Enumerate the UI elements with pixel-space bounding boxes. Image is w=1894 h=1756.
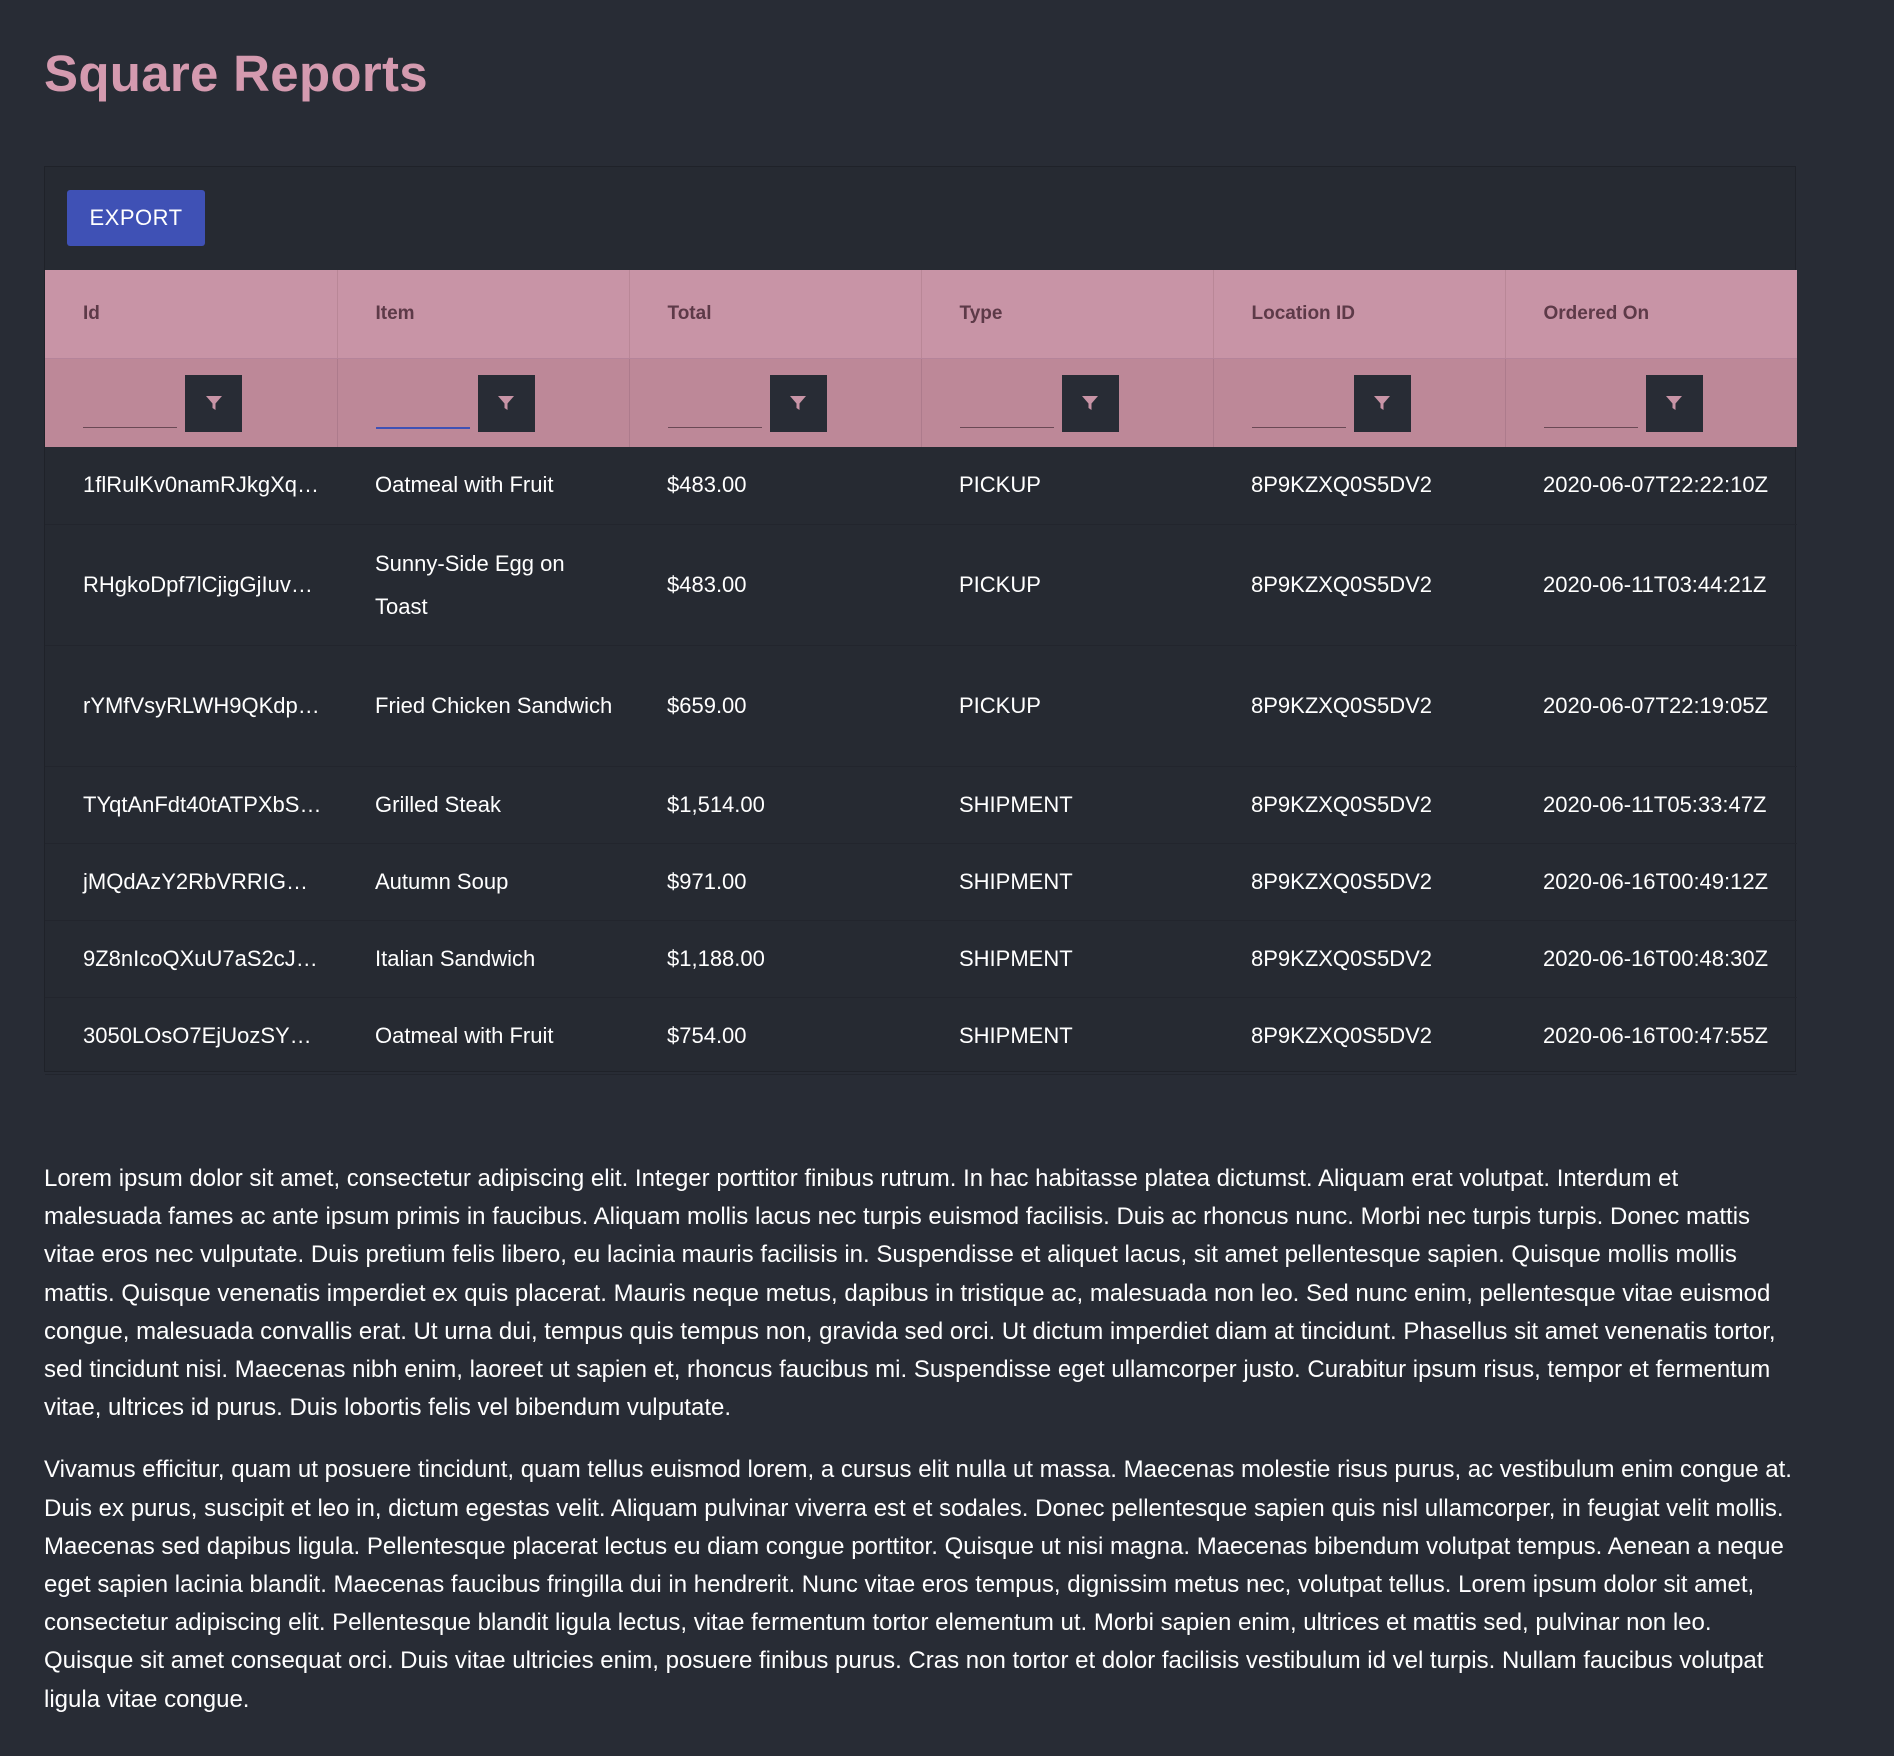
- cell-total: $483.00: [629, 447, 921, 525]
- filter-button-id[interactable]: [185, 374, 242, 432]
- cell-ordered-on: 2020-06-16T00:48:30Z: [1505, 920, 1797, 998]
- cell-item: Italian Sandwich: [337, 920, 629, 998]
- cell-id: rYMfVsyRLWH9QKdpDHb8ViRCRCdZY: [45, 645, 337, 767]
- filter-input-type[interactable]: [959, 378, 1054, 428]
- cell-type: PICKUP: [921, 524, 1213, 646]
- filter-cell-id: [45, 358, 338, 447]
- cell-location-id: 8P9KZXQ0S5DV2: [1213, 843, 1505, 921]
- cell-item: Fried Chicken Sandwich: [337, 645, 629, 767]
- cell-id: 1flRulKv0namRJkgXq8TqjrFEtLZY: [45, 447, 337, 525]
- column-header-item[interactable]: Item: [337, 270, 630, 359]
- filter-button-total[interactable]: [769, 374, 827, 432]
- cell-total: $659.00: [629, 645, 921, 767]
- cell-ordered-on: 2020-06-16T00:47:55Z: [1505, 997, 1797, 1075]
- cell-location-id: 8P9KZXQ0S5DV2: [1213, 447, 1505, 525]
- filter-input-id[interactable]: [83, 378, 177, 428]
- cell-type: SHIPMENT: [921, 997, 1213, 1075]
- filter-icon: [205, 396, 222, 410]
- cell-id: TYqtAnFdt40tATPXbS3yJn9IjFUZY: [45, 766, 337, 844]
- cell-item: Autumn Soup: [337, 843, 629, 921]
- table-row[interactable]: 1flRulKv0namRJkgXq8TqjrFEtLZY Oatmeal wi…: [45, 447, 1797, 525]
- filter-button-location-id[interactable]: [1353, 374, 1411, 432]
- cell-type: SHIPMENT: [921, 843, 1213, 921]
- filter-cell-location-id: [1213, 358, 1506, 447]
- cell-total: $1,514.00: [629, 766, 921, 844]
- column-header-total[interactable]: Total: [629, 270, 922, 359]
- cell-id: RHgkoDpf7lCjigGjIuvR8nbZDhRZY: [45, 524, 337, 646]
- cell-ordered-on: 2020-06-11T03:44:21Z: [1505, 524, 1797, 646]
- table-row[interactable]: TYqtAnFdt40tATPXbS3yJn9IjFUZY Grilled St…: [45, 766, 1797, 844]
- cell-ordered-on: 2020-06-11T05:33:47Z: [1505, 766, 1797, 844]
- body-text: Lorem ipsum dolor sit amet, consectetur …: [44, 1160, 1796, 1743]
- filter-icon: [1666, 396, 1682, 410]
- column-header-location-id[interactable]: Location ID: [1213, 270, 1506, 359]
- cell-id: 9Z8nIcoQXuU7aS2cJRKpKuHqSaRZY: [45, 920, 337, 998]
- cell-id: jMQdAzY2RbVRRIGG3eGxC9JGYmcZY: [45, 843, 337, 921]
- filter-input-total[interactable]: [667, 378, 762, 428]
- filter-cell-total: [629, 358, 922, 447]
- filter-icon: [498, 396, 514, 410]
- filter-button-ordered-on[interactable]: [1645, 374, 1703, 432]
- cell-total: $1,188.00: [629, 920, 921, 998]
- paragraph: Vivamus efficitur, quam ut posuere tinci…: [44, 1456, 1792, 1713]
- cell-total: $754.00: [629, 997, 921, 1075]
- cell-ordered-on: 2020-06-16T00:49:12Z: [1505, 843, 1797, 921]
- filter-cell-ordered-on: [1505, 358, 1797, 447]
- cell-total: $483.00: [629, 524, 921, 646]
- column-header-ordered-on[interactable]: Ordered On: [1505, 270, 1797, 359]
- filter-cell-type: [921, 358, 1214, 447]
- cell-type: SHIPMENT: [921, 920, 1213, 998]
- cell-location-id: 8P9KZXQ0S5DV2: [1213, 997, 1505, 1075]
- filter-icon: [1374, 396, 1390, 410]
- filter-row: [45, 358, 1797, 447]
- table-row[interactable]: 9Z8nIcoQXuU7aS2cJRKpKuHqSaRZY Italian Sa…: [45, 920, 1797, 998]
- cell-item: Grilled Steak: [337, 766, 629, 844]
- export-button[interactable]: EXPORT: [67, 190, 205, 246]
- cell-location-id: 8P9KZXQ0S5DV2: [1213, 645, 1505, 767]
- cell-item: Oatmeal with Fruit: [337, 447, 629, 525]
- cell-id: 3050LOsO7EjUozSY4o0yD3XuNGNZY: [45, 997, 337, 1075]
- filter-button-type[interactable]: [1061, 374, 1119, 432]
- paragraph: Lorem ipsum dolor sit amet, consectetur …: [44, 1165, 1776, 1422]
- cell-item: Sunny-Side Egg on Toast: [337, 524, 629, 646]
- cell-item: Oatmeal with Fruit: [337, 997, 629, 1075]
- cell-type: PICKUP: [921, 645, 1213, 767]
- cell-type: PICKUP: [921, 447, 1213, 525]
- cell-location-id: 8P9KZXQ0S5DV2: [1213, 524, 1505, 646]
- table-row[interactable]: 3050LOsO7EjUozSY4o0yD3XuNGNZY Oatmeal wi…: [45, 997, 1797, 1075]
- cell-location-id: 8P9KZXQ0S5DV2: [1213, 766, 1505, 844]
- filter-icon: [1082, 396, 1098, 410]
- grid-toolbar: EXPORT: [45, 167, 1795, 271]
- table-row[interactable]: jMQdAzY2RbVRRIGG3eGxC9JGYmcZY Autumn Sou…: [45, 843, 1797, 921]
- filter-input-ordered-on[interactable]: [1543, 378, 1638, 428]
- cell-ordered-on: 2020-06-07T22:19:05Z: [1505, 645, 1797, 767]
- table-row[interactable]: RHgkoDpf7lCjigGjIuvR8nbZDhRZY Sunny-Side…: [45, 524, 1797, 646]
- header-row: Id Item Total Type Location ID Ordered O…: [45, 270, 1797, 359]
- filter-icon: [790, 396, 806, 410]
- orders-grid: EXPORT Id Item Total Type Location ID Or…: [44, 166, 1797, 1075]
- page-title: Square Reports: [44, 45, 428, 102]
- column-header-id[interactable]: Id: [45, 270, 338, 359]
- cell-ordered-on: 2020-06-07T22:22:10Z: [1505, 447, 1797, 525]
- column-header-type[interactable]: Type: [921, 270, 1214, 359]
- orders-table: Id Item Total Type Location ID Ordered O…: [45, 270, 1797, 1075]
- filter-cell-item: [337, 358, 630, 447]
- filter-input-location-id[interactable]: [1251, 378, 1346, 428]
- filter-input-item[interactable]: [375, 378, 470, 429]
- cell-location-id: 8P9KZXQ0S5DV2: [1213, 920, 1505, 998]
- cell-total: $971.00: [629, 843, 921, 921]
- cell-type: SHIPMENT: [921, 766, 1213, 844]
- table-row[interactable]: rYMfVsyRLWH9QKdpDHb8ViRCRCdZY Fried Chic…: [45, 645, 1797, 767]
- filter-button-item[interactable]: [477, 374, 535, 432]
